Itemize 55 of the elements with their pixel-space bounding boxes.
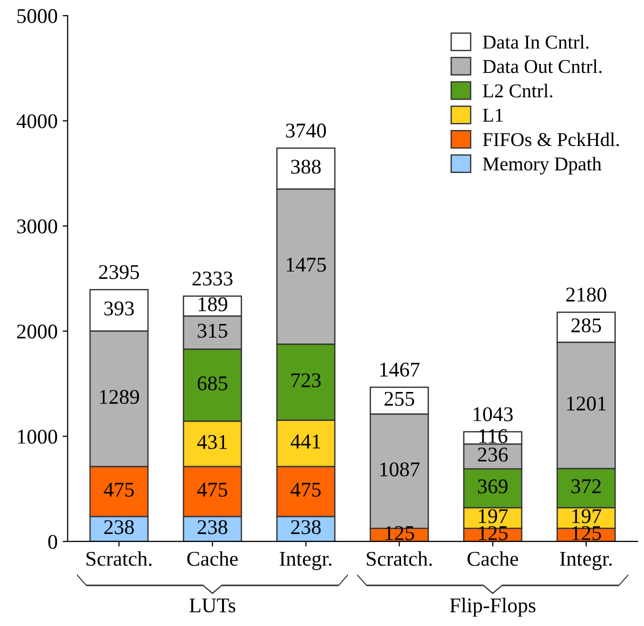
data-label: 125 xyxy=(478,526,508,540)
y-tick-label: 2000 xyxy=(17,324,58,339)
x-tick-label: Integr. xyxy=(280,552,332,570)
data-label: 369 xyxy=(478,479,508,494)
data-label: 1087 xyxy=(380,462,420,476)
data-label: 197 xyxy=(572,509,602,524)
data-label: 315 xyxy=(198,324,228,338)
total-label: 2395 xyxy=(99,265,140,280)
total-label: 3740 xyxy=(286,124,326,138)
legend-label: Memory Dpath xyxy=(482,156,602,175)
x-tick-label: Scratch. xyxy=(86,551,152,566)
x-tick-label: Integr. xyxy=(560,552,612,570)
data-label: 372 xyxy=(572,479,601,494)
data-label: 475 xyxy=(197,482,228,497)
data-label: 238 xyxy=(198,520,228,534)
data-label: 431 xyxy=(197,435,227,450)
data-label: 125 xyxy=(386,526,414,540)
data-label: 238 xyxy=(104,520,134,534)
legend-label: FIFOs & PckHdl. xyxy=(482,132,619,146)
data-label: 723 xyxy=(292,373,321,388)
data-label: 238 xyxy=(291,520,321,534)
data-label: 475 xyxy=(104,482,134,497)
y-tick-label: 3000 xyxy=(17,219,58,234)
data-label: 1475 xyxy=(286,258,326,272)
data-label: 1201 xyxy=(567,396,606,411)
y-tick-label: 4000 xyxy=(16,114,58,128)
data-label: 1289 xyxy=(100,390,139,404)
total-label: 2180 xyxy=(566,288,606,302)
data-label: 125 xyxy=(572,526,601,540)
data-label: 285 xyxy=(571,318,601,332)
data-label: 441 xyxy=(290,434,320,448)
total-label: 2333 xyxy=(192,272,232,286)
legend-label: Data Out Cntrl. xyxy=(482,59,602,74)
data-label: 236 xyxy=(478,448,508,462)
y-tick-label: 5000 xyxy=(17,9,58,24)
text: LUTs xyxy=(189,598,236,612)
x-tick-label: Cache xyxy=(468,551,518,566)
data-label: 475 xyxy=(290,482,321,497)
total-label: 1043 xyxy=(474,407,513,422)
data-label: 189 xyxy=(198,297,228,312)
data-label: 255 xyxy=(384,392,414,406)
x-tick-label: Cache xyxy=(187,551,238,566)
legend-label: Data In Cntrl. xyxy=(482,35,588,49)
x-tick-label: Scratch. xyxy=(366,551,432,566)
y-tick-label: 0 xyxy=(48,534,58,549)
data-label: 685 xyxy=(198,376,228,390)
legend-label: L2 Cntrl. xyxy=(482,84,552,98)
legend-label: L1 xyxy=(482,108,503,122)
total-label: 1467 xyxy=(380,362,420,377)
data-label: 197 xyxy=(478,509,508,524)
data-label: 116 xyxy=(479,429,508,444)
y-tick-label: 1000 xyxy=(18,430,58,444)
data-label: 393 xyxy=(104,301,134,316)
data-label: 388 xyxy=(291,160,321,174)
text: Flip-Flops xyxy=(450,598,536,617)
